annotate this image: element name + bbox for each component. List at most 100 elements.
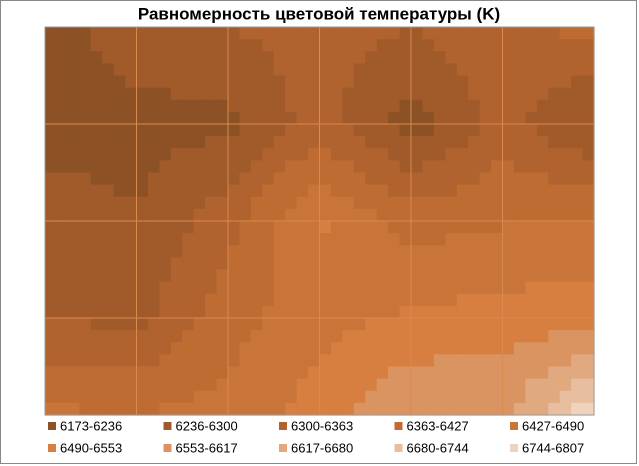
legend-swatch	[394, 422, 403, 430]
contour-cell	[388, 87, 401, 101]
contour-cell	[216, 402, 229, 416]
contour-cell	[559, 342, 572, 355]
contour-cell	[411, 148, 424, 161]
contour-cell	[79, 245, 92, 258]
contour-cell	[376, 330, 389, 343]
legend-swatch	[279, 422, 287, 430]
contour-cell	[56, 196, 69, 210]
contour-cell	[102, 269, 115, 283]
contour-cell	[228, 245, 241, 258]
contour-cell	[159, 354, 172, 368]
contour-cell	[102, 111, 115, 125]
contour-cell	[113, 160, 126, 174]
contour-cell	[468, 196, 481, 210]
contour-cell	[365, 208, 378, 222]
contour-cell	[330, 318, 343, 331]
contour-cell	[56, 233, 69, 246]
contour-cell	[330, 257, 343, 271]
contour-cell	[67, 160, 80, 174]
contour-cell	[125, 318, 138, 331]
contour-cell	[559, 136, 572, 149]
contour-cell	[125, 184, 138, 198]
contour-cell	[330, 51, 343, 64]
contour-cell	[525, 342, 538, 355]
contour-cell	[422, 233, 435, 246]
contour-cell	[216, 245, 229, 258]
contour-cell	[330, 390, 343, 404]
contour-cell	[285, 160, 298, 174]
contour-cell	[170, 354, 183, 368]
contour-cell	[365, 63, 378, 77]
contour-cell	[571, 75, 584, 89]
contour-cell	[388, 221, 401, 234]
contour-cell	[216, 233, 229, 246]
contour-cell	[285, 245, 298, 258]
contour-cell	[216, 111, 229, 125]
contour-cell	[90, 378, 103, 392]
contour-cell	[228, 378, 241, 392]
contour-cell	[513, 99, 526, 113]
contour-cell	[90, 269, 103, 283]
contour-cell	[342, 366, 355, 380]
contour-cell	[170, 99, 183, 113]
contour-cell	[491, 378, 504, 392]
contour-cell	[376, 293, 389, 307]
contour-cell	[285, 39, 298, 52]
contour-cell	[456, 330, 469, 343]
contour-cell	[239, 318, 252, 331]
contour-cell	[502, 124, 515, 137]
contour-cell	[513, 318, 526, 331]
contour-cell	[273, 99, 286, 113]
contour-cell	[330, 184, 343, 198]
contour-cell	[147, 293, 160, 307]
contour-cell	[262, 184, 275, 198]
contour-cell	[136, 354, 149, 368]
contour-cell	[411, 390, 424, 404]
contour-cell	[205, 269, 218, 283]
contour-cell	[422, 390, 435, 404]
contour-cell	[113, 172, 126, 186]
contour-cell	[491, 402, 504, 416]
contour-cell	[285, 196, 298, 210]
legend-label: 6236-6300	[176, 418, 238, 433]
contour-cell	[525, 269, 538, 283]
contour-cell	[193, 305, 206, 319]
contour-cell	[262, 39, 275, 52]
contour-cell	[285, 87, 298, 101]
contour-cell	[273, 318, 286, 331]
contour-cell	[342, 136, 355, 149]
contour-cell	[433, 318, 446, 331]
contour-cell	[582, 318, 595, 331]
contour-cell	[571, 196, 584, 210]
chart-title: Равномерность цветовой температуры (K)	[138, 4, 500, 23]
contour-cell	[376, 172, 389, 186]
contour-cell	[136, 318, 149, 331]
contour-cell	[273, 172, 286, 186]
contour-cell	[113, 354, 126, 368]
contour-cell	[159, 257, 172, 271]
contour-cell	[170, 160, 183, 174]
contour-cell	[456, 233, 469, 246]
contour-cell	[56, 269, 69, 283]
contour-cell	[445, 87, 458, 101]
contour-cell	[125, 63, 138, 77]
contour-cell	[285, 111, 298, 125]
contour-cell	[79, 99, 92, 113]
contour-cell	[273, 245, 286, 258]
contour-cell	[445, 39, 458, 52]
contour-cell	[525, 378, 538, 392]
contour-cell	[445, 124, 458, 137]
contour-cell	[79, 390, 92, 404]
contour-cell	[136, 402, 149, 416]
contour-cell	[433, 51, 446, 64]
contour-cell	[136, 305, 149, 319]
contour-cell	[582, 221, 595, 234]
contour-cell	[548, 27, 561, 40]
contour-cell	[308, 111, 321, 125]
contour-cell	[342, 99, 355, 113]
contour-cell	[330, 245, 343, 258]
contour-cell	[102, 366, 115, 380]
contour-cell	[571, 281, 584, 295]
contour-cell	[365, 148, 378, 161]
